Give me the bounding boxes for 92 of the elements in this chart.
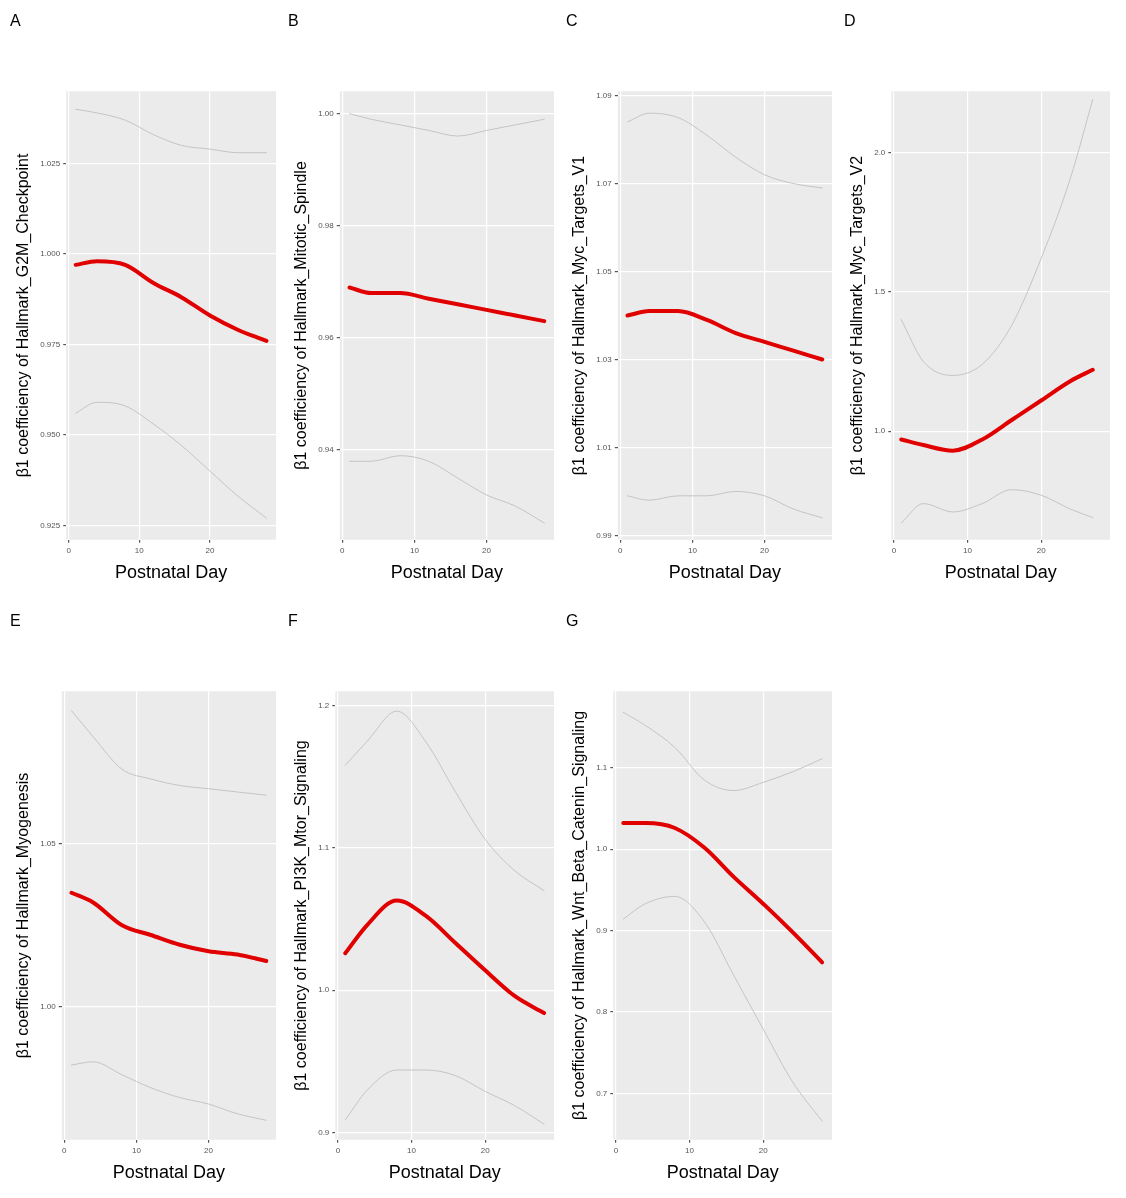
x-tick-label: 0 <box>62 1145 68 1155</box>
line-series <box>347 285 547 324</box>
y-tick-label: 0.925 <box>40 520 61 530</box>
chart-title: A <box>10 12 21 30</box>
y-tick-label: 1.025 <box>40 158 61 168</box>
x-tick-label: 10 <box>134 545 145 555</box>
x-axis-title: Postnatal Day <box>115 562 228 583</box>
line-series <box>627 112 823 189</box>
chart-title: E <box>10 612 21 630</box>
y-axis-title: β1 coefficiency of Hallmark_Myc_Targets_V2 <box>848 155 867 476</box>
x-tick-label: 20 <box>1036 545 1047 555</box>
y-axis-title: β1 coefficiency of Hallmark_Myc_Targets_V1 <box>570 155 589 476</box>
line-series <box>71 710 267 796</box>
line-series <box>344 710 545 892</box>
y-tick-label: 1.0 <box>596 844 608 854</box>
y-tick-label: 0.98 <box>318 220 335 230</box>
y-tick-label: 0.9 <box>318 1127 330 1137</box>
x-tick-label: 0 <box>66 545 72 555</box>
y-tick-label: 1.05 <box>596 266 613 276</box>
line-series <box>343 898 547 1016</box>
x-tick-label: 10 <box>687 545 698 555</box>
line-series <box>349 113 545 137</box>
x-tick-label: 0 <box>335 1145 341 1155</box>
chart-title: C <box>566 12 578 30</box>
x-tick-label: 20 <box>480 1145 491 1155</box>
line-series <box>625 309 825 362</box>
y-tick-label: 1.2 <box>318 700 330 710</box>
y-tick-label: 1.1 <box>318 843 330 853</box>
chart-title: F <box>288 612 298 630</box>
y-tick-label: 1.0 <box>874 426 886 436</box>
line-series <box>899 367 1095 453</box>
line-series <box>622 895 823 1122</box>
y-tick-label: 1.00 <box>318 108 335 118</box>
y-tick-label: 0.7 <box>596 1088 608 1098</box>
x-tick-label: 0 <box>340 545 346 555</box>
y-tick-label: 0.975 <box>40 339 61 349</box>
x-tick-label: 10 <box>131 1145 142 1155</box>
y-tick-label: 1.00 <box>40 1001 57 1011</box>
chart-title: G <box>566 612 579 630</box>
y-axis-title: β1 coefficiency of Hallmark_PI3K_Mtor_Signaling <box>292 740 311 1091</box>
x-tick-label: 20 <box>758 1145 769 1155</box>
y-tick-label: 0.94 <box>318 445 335 455</box>
y-axis-title: β1 coefficiency of Hallmark_Mitotic_Spindle <box>292 161 311 470</box>
y-axis-title: β1 coefficiency of Hallmark_Wnt_Beta_Catenin_Signaling <box>570 710 589 1121</box>
x-tick-label: 10 <box>407 1145 417 1155</box>
line-series <box>344 1069 545 1125</box>
x-axis-title: Postnatal Day <box>668 562 781 583</box>
x-tick-label: 20 <box>760 545 770 555</box>
y-tick-label: 1.01 <box>596 442 613 452</box>
x-tick-label: 0 <box>613 1145 619 1155</box>
x-tick-label: 20 <box>204 1145 214 1155</box>
line-series <box>349 455 545 524</box>
line-series <box>621 821 825 965</box>
x-tick-label: 0 <box>618 545 624 555</box>
y-tick-label: 0.8 <box>596 1007 608 1017</box>
y-tick-label: 1.0 <box>318 985 330 995</box>
line-series <box>73 259 269 343</box>
x-tick-label: 10 <box>963 545 973 555</box>
chart-title: B <box>288 12 299 30</box>
y-tick-label: 1.1 <box>596 762 608 772</box>
line-series <box>900 489 1094 524</box>
x-axis-title: Postnatal Day <box>666 1162 779 1183</box>
y-tick-label: 0.99 <box>596 530 613 540</box>
line-series <box>900 99 1094 376</box>
x-tick-label: 0 <box>891 545 897 555</box>
y-axis-title: β1 coefficiency of Hallmark_G2M_Checkpoint <box>14 153 33 478</box>
y-tick-label: 1.07 <box>596 178 613 188</box>
line-series <box>71 1061 267 1121</box>
y-tick-label: 2.0 <box>874 147 886 157</box>
y-tick-label: 0.96 <box>318 333 335 343</box>
y-tick-label: 0.9 <box>596 925 608 935</box>
x-axis-title: Postnatal Day <box>388 1162 501 1183</box>
y-tick-label: 1.5 <box>874 287 886 297</box>
x-tick-label: 20 <box>482 545 492 555</box>
y-axis-title: β1 coefficiency of Hallmark_Myogenesis <box>14 772 33 1059</box>
line-series <box>69 890 269 964</box>
x-axis-title: Postnatal Day <box>390 562 503 583</box>
x-tick-label: 20 <box>205 545 215 555</box>
x-axis-title: Postnatal Day <box>944 562 1057 583</box>
chart-title: D <box>844 12 856 30</box>
y-tick-label: 1.09 <box>596 90 613 100</box>
line-series <box>75 401 267 519</box>
y-tick-label: 1.03 <box>596 354 613 364</box>
y-tick-label: 1.000 <box>40 249 61 259</box>
x-axis-title: Postnatal Day <box>112 1162 225 1183</box>
line-series <box>627 490 823 519</box>
x-tick-label: 10 <box>409 545 420 555</box>
line-series <box>622 711 823 792</box>
x-tick-label: 10 <box>685 1145 695 1155</box>
y-tick-label: 0.950 <box>40 430 61 440</box>
line-series <box>75 108 267 154</box>
y-tick-label: 1.05 <box>40 839 57 849</box>
